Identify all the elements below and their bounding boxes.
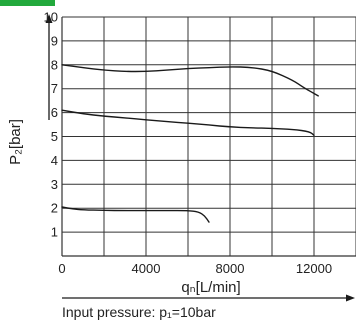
x-tick-labels: 0 4000 8000 12000 xyxy=(58,261,332,276)
y-tick-label: 5 xyxy=(51,129,58,144)
y-tick-label: 10 xyxy=(44,10,58,25)
y-tick-label: 1 xyxy=(51,225,58,240)
grid-lines xyxy=(62,16,356,256)
axes xyxy=(45,14,356,257)
x-axis-arrow-head xyxy=(346,294,355,302)
series-line-3 xyxy=(61,206,210,223)
y-tick-label: 4 xyxy=(51,153,58,168)
y-tick-labels: 1 2 3 4 5 6 7 8 9 10 xyxy=(44,10,58,240)
x-tick-label: 8000 xyxy=(216,261,245,276)
bottom-arrow xyxy=(62,294,355,302)
y-tick-label: 3 xyxy=(51,177,58,192)
x-tick-label: 12000 xyxy=(296,261,332,276)
x-axis-label: qₙ[L/min] xyxy=(181,279,240,296)
input-pressure-note: Input pressure: p₁=10bar xyxy=(62,304,216,320)
y-tick-label: 6 xyxy=(51,105,58,120)
y-axis-label: P₂[bar] xyxy=(7,119,24,165)
x-tick-label: 4000 xyxy=(132,261,161,276)
green-accent-bar xyxy=(0,0,55,6)
y-axis-arrow-head xyxy=(45,14,53,23)
series-line-2 xyxy=(61,109,315,136)
y-tick-label: 8 xyxy=(51,57,58,72)
series-line-1 xyxy=(61,64,319,97)
y-tick-label: 9 xyxy=(51,33,58,48)
y-tick-label: 2 xyxy=(51,201,58,216)
y-tick-label: 7 xyxy=(51,81,58,96)
x-tick-label: 0 xyxy=(58,261,65,276)
series-lines xyxy=(61,64,319,223)
